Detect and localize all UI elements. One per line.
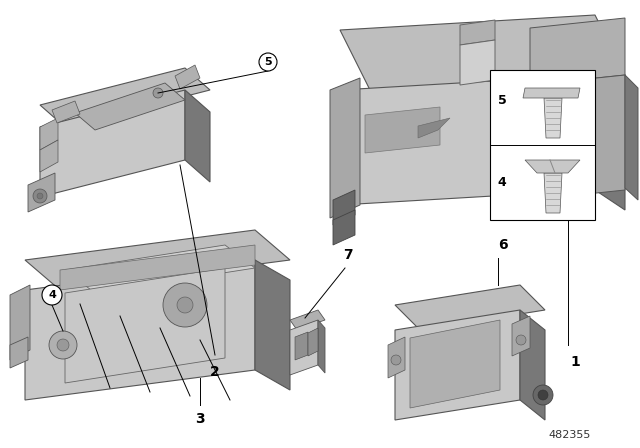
Circle shape — [49, 331, 77, 359]
Polygon shape — [460, 20, 495, 45]
Polygon shape — [25, 260, 255, 400]
Polygon shape — [595, 75, 625, 210]
Text: 7: 7 — [343, 248, 353, 262]
Polygon shape — [318, 320, 325, 373]
Circle shape — [57, 339, 69, 351]
Polygon shape — [525, 160, 580, 173]
Polygon shape — [308, 328, 318, 356]
Circle shape — [177, 297, 193, 313]
Circle shape — [153, 88, 163, 98]
Polygon shape — [65, 268, 225, 383]
Polygon shape — [365, 107, 440, 153]
Polygon shape — [395, 310, 520, 420]
Text: 5: 5 — [498, 94, 506, 107]
Polygon shape — [333, 210, 355, 245]
Polygon shape — [523, 88, 580, 98]
Polygon shape — [410, 320, 500, 408]
Polygon shape — [544, 98, 562, 138]
Circle shape — [533, 385, 553, 405]
Polygon shape — [40, 118, 58, 150]
Bar — [490, 70, 595, 220]
Polygon shape — [388, 337, 405, 378]
Polygon shape — [544, 173, 562, 213]
Polygon shape — [40, 140, 58, 172]
Text: 4: 4 — [498, 176, 506, 189]
Polygon shape — [75, 83, 185, 130]
Polygon shape — [460, 40, 495, 85]
Polygon shape — [333, 190, 355, 225]
Polygon shape — [295, 332, 308, 360]
Circle shape — [33, 189, 47, 203]
Circle shape — [42, 285, 62, 305]
Text: 482355: 482355 — [549, 430, 591, 440]
Circle shape — [391, 355, 401, 365]
Circle shape — [516, 335, 526, 345]
Polygon shape — [290, 310, 325, 330]
Polygon shape — [340, 75, 595, 205]
Polygon shape — [530, 18, 625, 85]
Polygon shape — [418, 118, 450, 138]
Text: 5: 5 — [264, 57, 272, 67]
Text: 6: 6 — [498, 238, 508, 252]
Polygon shape — [40, 68, 210, 127]
Polygon shape — [255, 260, 290, 390]
Polygon shape — [10, 337, 28, 368]
Circle shape — [259, 53, 277, 71]
Polygon shape — [175, 65, 200, 89]
Polygon shape — [340, 15, 625, 90]
Polygon shape — [290, 320, 318, 375]
Text: 2: 2 — [210, 365, 220, 379]
Polygon shape — [25, 230, 290, 290]
Polygon shape — [40, 90, 185, 197]
Text: 1: 1 — [570, 355, 580, 369]
Polygon shape — [512, 316, 530, 356]
Text: 3: 3 — [195, 412, 205, 426]
Polygon shape — [52, 101, 80, 123]
Polygon shape — [65, 245, 255, 293]
Circle shape — [37, 193, 43, 199]
Polygon shape — [10, 285, 30, 360]
Circle shape — [163, 283, 207, 327]
Polygon shape — [625, 75, 638, 200]
Polygon shape — [395, 285, 545, 330]
Polygon shape — [520, 310, 545, 420]
Text: 4: 4 — [48, 290, 56, 300]
Polygon shape — [60, 245, 255, 290]
Polygon shape — [28, 173, 55, 212]
Polygon shape — [185, 90, 210, 182]
Polygon shape — [530, 75, 625, 200]
Polygon shape — [330, 78, 360, 218]
Circle shape — [538, 390, 548, 400]
